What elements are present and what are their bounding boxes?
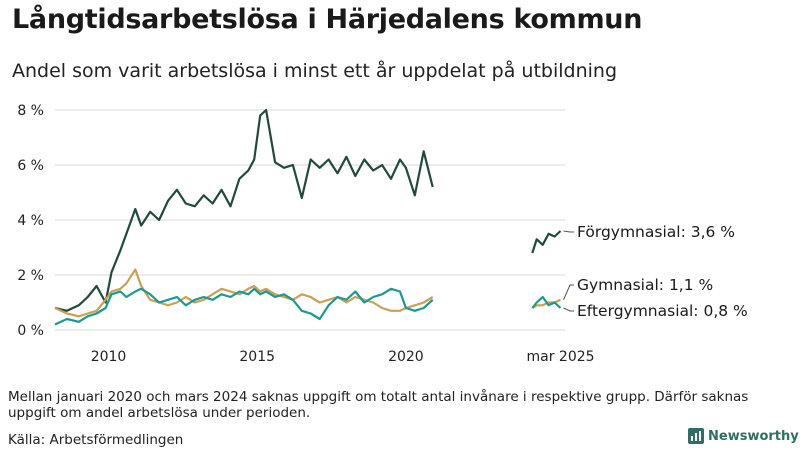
series-line-gymnasial <box>54 268 434 318</box>
series-label-förgymnasial: Förgymnasial: 3,6 % <box>577 223 735 241</box>
newsworthy-logo: Newsworthy <box>688 428 799 444</box>
chart-source: Källa: Arbetsförmedlingen <box>8 432 184 448</box>
newsworthy-icon <box>688 428 704 444</box>
series-label-eftergymnasial: Eftergymnasial: 0,8 % <box>577 302 748 320</box>
brand-name: Newsworthy <box>708 428 799 444</box>
line-chart: 0 % 2 % 4 % 6 % 8 % 2010 2015 2020 mar 2025 För… <box>17 103 748 365</box>
chart-title: Långtidsarbetslösa i Härjedalens kommun <box>12 4 643 35</box>
label-connector <box>563 230 574 233</box>
x-axis: 2010 2015 2020 mar 2025 <box>91 349 595 365</box>
x-tick-label: 2010 <box>91 349 127 365</box>
x-tick-label: 2015 <box>239 349 275 365</box>
label-connector <box>563 307 574 312</box>
y-tick-label: 6 % <box>17 158 44 174</box>
y-tick-label: 0 % <box>17 323 44 339</box>
x-tick-label: mar 2025 <box>527 349 595 365</box>
series-line-eftergymnasial <box>54 287 434 326</box>
y-axis: 0 % 2 % 4 % 6 % 8 % <box>17 103 44 339</box>
chart-subtitle: Andel som varit arbetslösa i minst ett å… <box>12 60 618 82</box>
series-labels: Förgymnasial: 3,6 % Gymnasial: 1,1 % Efter… <box>563 223 748 320</box>
series-line-förgymnasial <box>54 108 434 312</box>
series-line-förgymnasial <box>531 230 562 254</box>
series-lines <box>54 108 562 326</box>
chart-note: Mellan januari 2020 och mars 2024 saknas… <box>8 389 749 421</box>
series-label-gymnasial: Gymnasial: 1,1 % <box>577 276 713 294</box>
y-tick-label: 4 % <box>17 213 44 229</box>
y-tick-label: 2 % <box>17 268 44 284</box>
label-connector <box>563 284 574 300</box>
grid <box>55 109 565 331</box>
x-tick-label: 2020 <box>388 349 424 365</box>
y-tick-label: 8 % <box>17 103 44 119</box>
series-line-eftergymnasial <box>531 295 562 309</box>
